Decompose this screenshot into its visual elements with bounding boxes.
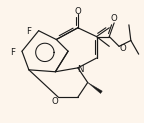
Text: O: O bbox=[120, 44, 126, 53]
Text: O: O bbox=[52, 97, 59, 106]
Text: F: F bbox=[26, 27, 31, 36]
Text: O: O bbox=[74, 7, 81, 16]
Polygon shape bbox=[88, 83, 102, 93]
Text: F: F bbox=[10, 48, 15, 57]
Text: O: O bbox=[111, 15, 118, 23]
Text: N: N bbox=[78, 65, 84, 74]
